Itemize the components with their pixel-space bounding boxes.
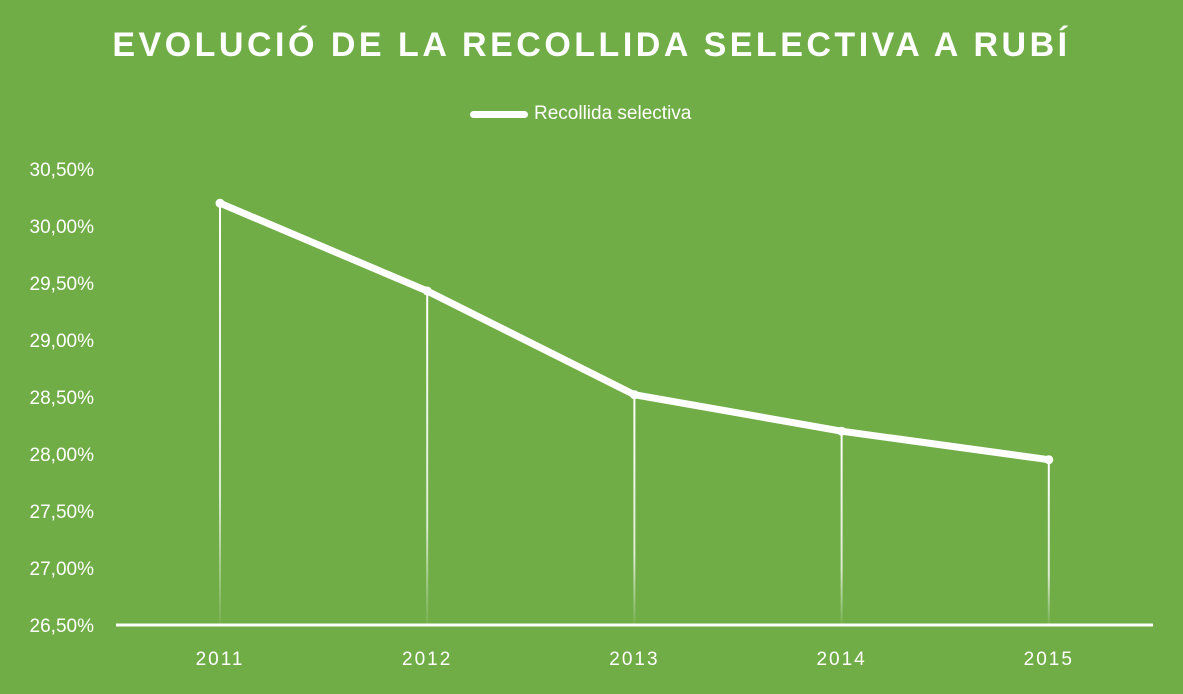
drop-line: [1047, 459, 1050, 625]
drop-line: [426, 290, 429, 625]
drop-line: [840, 431, 843, 625]
y-tick-label: 30,50%: [30, 160, 95, 181]
x-tick-label: 2011: [196, 649, 245, 670]
y-tick-label: 27,00%: [30, 559, 95, 580]
data-point: [422, 286, 432, 296]
y-tick-label: 27,50%: [30, 502, 95, 523]
y-tick-label: 29,50%: [30, 274, 95, 295]
x-tick-label: 2014: [816, 649, 866, 670]
x-tick-label: 2012: [402, 649, 452, 670]
y-tick-label: 30,00%: [30, 217, 95, 238]
drop-line: [219, 203, 221, 625]
y-tick-label: 29,00%: [30, 331, 95, 352]
chart-title: EVOLUCIÓ DE LA RECOLLIDA SELECTIVA A RUB…: [112, 26, 1071, 64]
data-point: [837, 426, 847, 436]
legend: Recollida selectiva: [470, 103, 691, 125]
x-tick-label: 2015: [1024, 649, 1074, 670]
x-tick-label: 2013: [609, 649, 659, 670]
legend-label: Recollida selectiva: [534, 103, 692, 124]
data-point: [1044, 455, 1054, 465]
y-tick-label: 28,50%: [30, 388, 95, 409]
drop-line: [633, 394, 636, 625]
y-tick-label: 28,00%: [30, 445, 95, 466]
y-tick-label: 26,50%: [30, 616, 95, 637]
data-point: [215, 198, 225, 208]
data-point: [629, 390, 639, 400]
legend-swatch: [470, 110, 528, 118]
